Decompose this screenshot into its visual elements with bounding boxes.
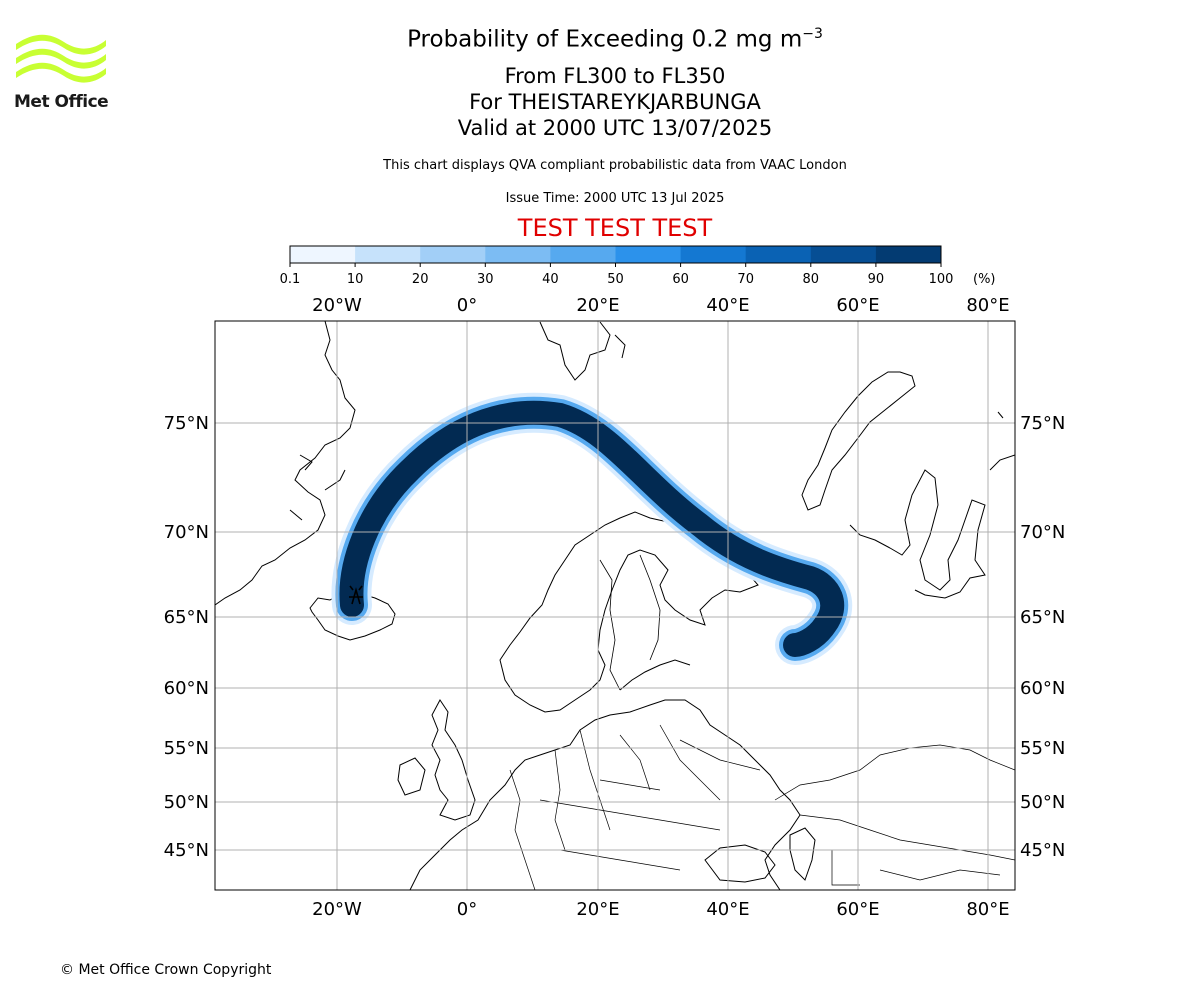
- colorbar-segment: [810, 246, 877, 263]
- test-banner: TEST TEST TEST: [517, 214, 713, 242]
- scandinavia-coast: [499, 511, 759, 713]
- latitude-label: 70°N: [164, 522, 209, 543]
- longitude-label: 40°E: [706, 899, 749, 920]
- latitude-label: 55°N: [164, 738, 209, 759]
- longitude-label: 20°W: [312, 295, 362, 316]
- latitude-label: 65°N: [1020, 607, 1065, 628]
- latitude-label: 75°N: [164, 413, 209, 434]
- axis-labels: 20°W 20°W 0° 0° 20°E 20°E 40°E 40°E 60°E 60°E 80°E…: [164, 295, 1066, 920]
- country-borders: [509, 724, 761, 890]
- volcano-marker-icon: [349, 585, 363, 605]
- map-frame: [214, 320, 1016, 891]
- copyright-notice: © Met Office Crown Copyright: [60, 962, 272, 978]
- british-isles-coast: [397, 699, 476, 821]
- longitude-label: 20°E: [576, 295, 619, 316]
- longitude-label: 80°E: [966, 295, 1009, 316]
- volcano-name: For THEISTAREYKJARBUNGA: [469, 90, 761, 114]
- latitude-label: 55°N: [1020, 738, 1065, 759]
- colorbar-segment: [875, 246, 942, 263]
- latitude-label: 50°N: [164, 792, 209, 813]
- colorbar-segment: [745, 246, 812, 263]
- latitude-label: 60°N: [164, 678, 209, 699]
- chart-description: This chart displays QVA compliant probab…: [383, 158, 847, 173]
- latitude-label: 70°N: [1020, 522, 1065, 543]
- colorbar-unit: (%): [973, 272, 996, 287]
- longitude-label: 80°E: [966, 899, 1009, 920]
- ash-plume: [331, 392, 853, 665]
- colorbar-tick-label: 0.1: [280, 272, 301, 287]
- colorbar-tick-label: 30: [477, 272, 494, 287]
- colorbar-tick-label: 100: [929, 272, 954, 287]
- colorbar-segment: [290, 246, 356, 263]
- issue-time: Issue Time: 2000 UTC 13 Jul 2025: [505, 191, 725, 206]
- siberia-coast: [849, 469, 986, 599]
- latitude-label: 45°N: [1020, 840, 1065, 861]
- map-gridlines: [215, 321, 1015, 890]
- colorbar-tick-label: 90: [868, 272, 885, 287]
- colorbar-tick-label: 60: [672, 272, 689, 287]
- latitude-label: 45°N: [164, 840, 209, 861]
- colorbar: 0.1 10 20 30 40 50 60 70 80 90 100 (%): [280, 245, 996, 287]
- colorbar-tick-label: 40: [542, 272, 559, 287]
- greenland-coast: [215, 321, 356, 606]
- colorbar-tick-label: 50: [607, 272, 624, 287]
- chart-title: Probability of Exceeding 0.2 mg m−3: [407, 26, 823, 53]
- colorbar-segment: [355, 246, 421, 263]
- latitude-label: 50°N: [1020, 792, 1065, 813]
- colorbar-segment: [485, 246, 551, 263]
- latitude-label: 65°N: [164, 607, 209, 628]
- colorbar-tick-label: 80: [803, 272, 820, 287]
- colorbar-segment: [615, 246, 682, 263]
- black-sea-caspian-coast: [704, 827, 816, 883]
- colorbar-tick-label: 10: [347, 272, 364, 287]
- longitude-label: 60°E: [836, 295, 879, 316]
- met-office-logo-text: Met Office: [14, 92, 109, 112]
- latitude-label: 60°N: [1020, 678, 1065, 699]
- met-office-logo-icon: [16, 34, 106, 83]
- longitude-label: 20°E: [576, 899, 619, 920]
- colorbar-tick-label: 70: [737, 272, 754, 287]
- colorbar-segment: [550, 246, 616, 263]
- latitude-label: 75°N: [1020, 413, 1065, 434]
- longitude-label: 20°W: [312, 899, 362, 920]
- flight-level-range: From FL300 to FL350: [504, 64, 726, 88]
- longitude-label: 40°E: [706, 295, 749, 316]
- europe-coast: [409, 699, 801, 890]
- colorbar-segment: [420, 246, 486, 263]
- valid-time: Valid at 2000 UTC 13/07/2025: [457, 116, 773, 140]
- colorbar-tick-label: 20: [412, 272, 429, 287]
- longitude-label: 0°: [457, 899, 477, 920]
- novaya-zemlya-coast: [801, 371, 916, 511]
- longitude-label: 60°E: [836, 899, 879, 920]
- svalbard-coast: [539, 321, 626, 381]
- longitude-label: 0°: [457, 295, 477, 316]
- colorbar-segment: [680, 246, 747, 263]
